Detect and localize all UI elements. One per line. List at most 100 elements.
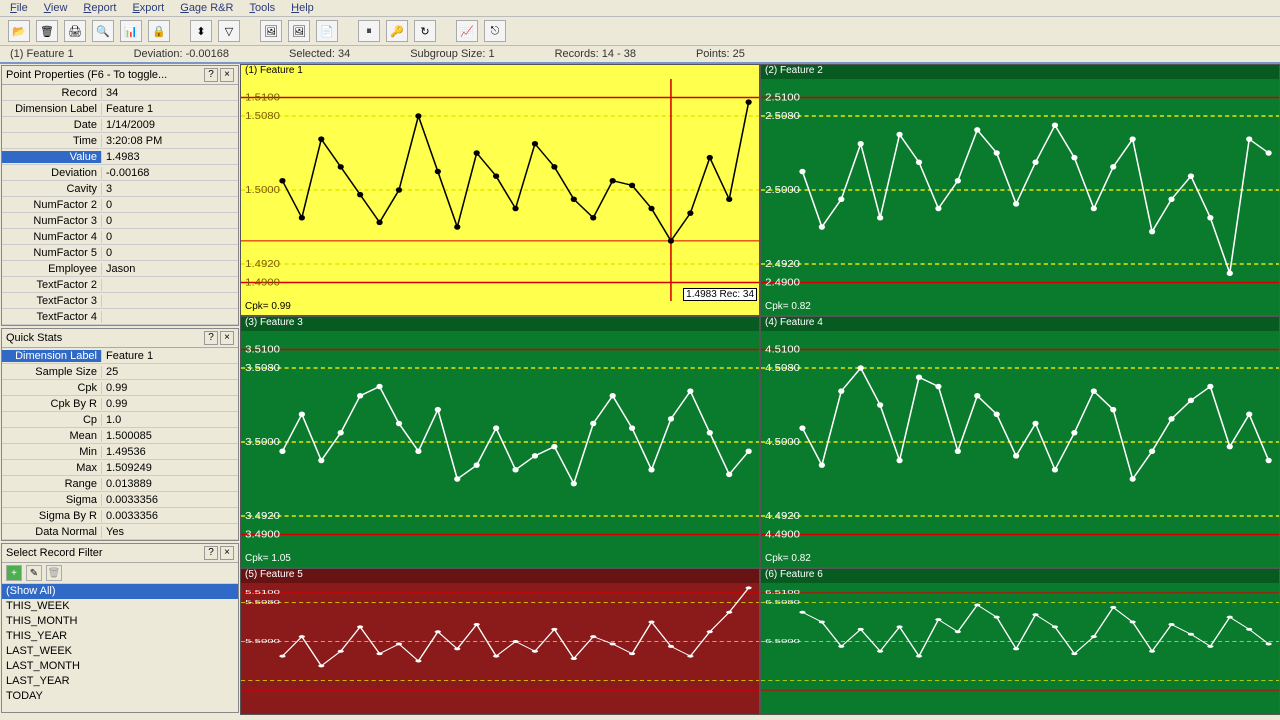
- histogram-icon[interactable]: ⬍: [190, 20, 212, 42]
- chart-feature-4[interactable]: (4) Feature 44.51004.50804.50004.49204.4…: [760, 316, 1280, 568]
- prop-value: 25: [102, 366, 238, 378]
- menu-view[interactable]: View: [44, 2, 68, 14]
- chart-feature-6[interactable]: (6) Feature 66.51006.50806.5000: [760, 568, 1280, 715]
- prop-label: Sigma: [2, 494, 102, 506]
- menubar: File View Report Export Gage R&R Tools Help: [0, 0, 1280, 17]
- menu-file[interactable]: File: [10, 2, 28, 14]
- chart-cpk-label: [241, 700, 249, 714]
- chart-feature-5[interactable]: (5) Feature 55.51005.50805.5000: [240, 568, 760, 715]
- prop-row[interactable]: Deviation-0.00168: [2, 165, 238, 181]
- prop-value: 1.509249: [102, 462, 238, 474]
- prop-row[interactable]: Dimension LabelFeature 1: [2, 101, 238, 117]
- rotate-icon[interactable]: ↻: [414, 20, 436, 42]
- add-filter-icon[interactable]: +: [6, 565, 22, 581]
- prop-label: NumFactor 3: [2, 215, 102, 227]
- filter-item[interactable]: THIS_YEAR: [2, 629, 238, 644]
- img2-icon[interactable]: 🖼: [288, 20, 310, 42]
- prop-row[interactable]: Sigma By R0.0033356: [2, 508, 238, 524]
- prop-label: Value: [2, 151, 102, 163]
- lock-icon[interactable]: 🔒: [148, 20, 170, 42]
- prop-row[interactable]: TextFactor 4: [2, 309, 238, 325]
- prop-row[interactable]: NumFactor 20: [2, 197, 238, 213]
- svg-text:6.5080: 6.5080: [765, 599, 800, 605]
- help-icon[interactable]: ?: [204, 331, 218, 345]
- prop-row[interactable]: Cavity3: [2, 181, 238, 197]
- trash-icon[interactable]: 🗑: [36, 20, 58, 42]
- prop-label: Cpk By R: [2, 398, 102, 410]
- chart-feature-1[interactable]: (1) Feature 11.51001.50801.50001.49201.4…: [240, 64, 760, 316]
- filter-item[interactable]: THIS_MONTH: [2, 614, 238, 629]
- svg-text:4.5100: 4.5100: [765, 344, 800, 355]
- prop-value: 1.0: [102, 414, 238, 426]
- prop-label: Date: [2, 119, 102, 131]
- prop-row[interactable]: Cpk0.99: [2, 380, 238, 396]
- svg-text:3.4900: 3.4900: [245, 529, 280, 540]
- prop-row[interactable]: Mean1.500085: [2, 428, 238, 444]
- prop-row[interactable]: Min1.49536: [2, 444, 238, 460]
- prop-row[interactable]: TextFactor 2: [2, 277, 238, 293]
- prop-row[interactable]: TextFactor 3: [2, 293, 238, 309]
- menu-report[interactable]: Report: [83, 2, 116, 14]
- prop-row[interactable]: Record34: [2, 85, 238, 101]
- svg-text:3.5080: 3.5080: [245, 362, 280, 373]
- edit-filter-icon[interactable]: ✎: [26, 565, 42, 581]
- filter-item[interactable]: LAST_WEEK: [2, 644, 238, 659]
- prop-label: Data Normal: [2, 526, 102, 538]
- funnel-icon[interactable]: ▽: [218, 20, 240, 42]
- prop-row[interactable]: Max1.509249: [2, 460, 238, 476]
- pause-icon[interactable]: ⏸: [358, 20, 380, 42]
- close-icon[interactable]: ×: [220, 546, 234, 560]
- svg-text:1.5100: 1.5100: [245, 92, 280, 103]
- chart-bar-icon[interactable]: 📊: [120, 20, 142, 42]
- svg-text:6.5000: 6.5000: [765, 638, 800, 644]
- close-icon[interactable]: ×: [220, 331, 234, 345]
- prop-value: 1/14/2009: [102, 119, 238, 131]
- prop-row[interactable]: Range0.013889: [2, 476, 238, 492]
- prop-row[interactable]: Cp1.0: [2, 412, 238, 428]
- filter-item[interactable]: LAST_MONTH: [2, 659, 238, 674]
- menu-export[interactable]: Export: [132, 2, 164, 14]
- prop-value: 0.0033356: [102, 494, 238, 506]
- prop-row[interactable]: EmployeeJason: [2, 261, 238, 277]
- help-icon[interactable]: ?: [204, 68, 218, 82]
- prop-value: 0: [102, 231, 238, 243]
- svg-text:2.5100: 2.5100: [765, 92, 800, 103]
- filter-item[interactable]: THIS_WEEK: [2, 599, 238, 614]
- doc-icon[interactable]: 📄: [316, 20, 338, 42]
- exit-icon[interactable]: ⎋: [484, 20, 506, 42]
- filter-item[interactable]: (Show All): [2, 584, 238, 599]
- prop-label: NumFactor 5: [2, 247, 102, 259]
- prop-row[interactable]: Time3:20:08 PM: [2, 133, 238, 149]
- prop-row[interactable]: NumFactor 30: [2, 213, 238, 229]
- close-icon[interactable]: ×: [220, 68, 234, 82]
- chart-title: (6) Feature 6: [761, 569, 1279, 583]
- prop-row[interactable]: Cpk By R0.99: [2, 396, 238, 412]
- key-icon[interactable]: 🔑: [386, 20, 408, 42]
- prop-value: Jason: [102, 263, 238, 275]
- prop-label: Cpk: [2, 382, 102, 394]
- chart-feature-3[interactable]: (3) Feature 33.51003.50803.50003.49203.4…: [240, 316, 760, 568]
- prop-row[interactable]: Value1.4983: [2, 149, 238, 165]
- print-preview-icon[interactable]: 🔍: [92, 20, 114, 42]
- filter-item[interactable]: LAST_YEAR: [2, 674, 238, 689]
- prop-row[interactable]: Sample Size25: [2, 364, 238, 380]
- open-icon[interactable]: 📂: [8, 20, 30, 42]
- img1-icon[interactable]: 🖼: [260, 20, 282, 42]
- delete-filter-icon[interactable]: 🗑: [46, 565, 62, 581]
- print-icon[interactable]: 🖨: [64, 20, 86, 42]
- menu-gagerr[interactable]: Gage R&R: [180, 2, 233, 14]
- prop-label: Min: [2, 446, 102, 458]
- menu-help[interactable]: Help: [291, 2, 314, 14]
- help-icon[interactable]: ?: [204, 546, 218, 560]
- svg-text:4.5000: 4.5000: [765, 436, 800, 447]
- chart-feature-2[interactable]: (2) Feature 22.51002.50802.50002.49202.4…: [760, 64, 1280, 316]
- prop-row[interactable]: Sigma0.0033356: [2, 492, 238, 508]
- filter-item[interactable]: TODAY: [2, 689, 238, 704]
- prop-row[interactable]: NumFactor 50: [2, 245, 238, 261]
- menu-tools[interactable]: Tools: [249, 2, 275, 14]
- stats-icon[interactable]: 📈: [456, 20, 478, 42]
- prop-row[interactable]: NumFactor 40: [2, 229, 238, 245]
- prop-row[interactable]: Data NormalYes: [2, 524, 238, 540]
- prop-row[interactable]: Date1/14/2009: [2, 117, 238, 133]
- prop-row[interactable]: Dimension LabelFeature 1: [2, 348, 238, 364]
